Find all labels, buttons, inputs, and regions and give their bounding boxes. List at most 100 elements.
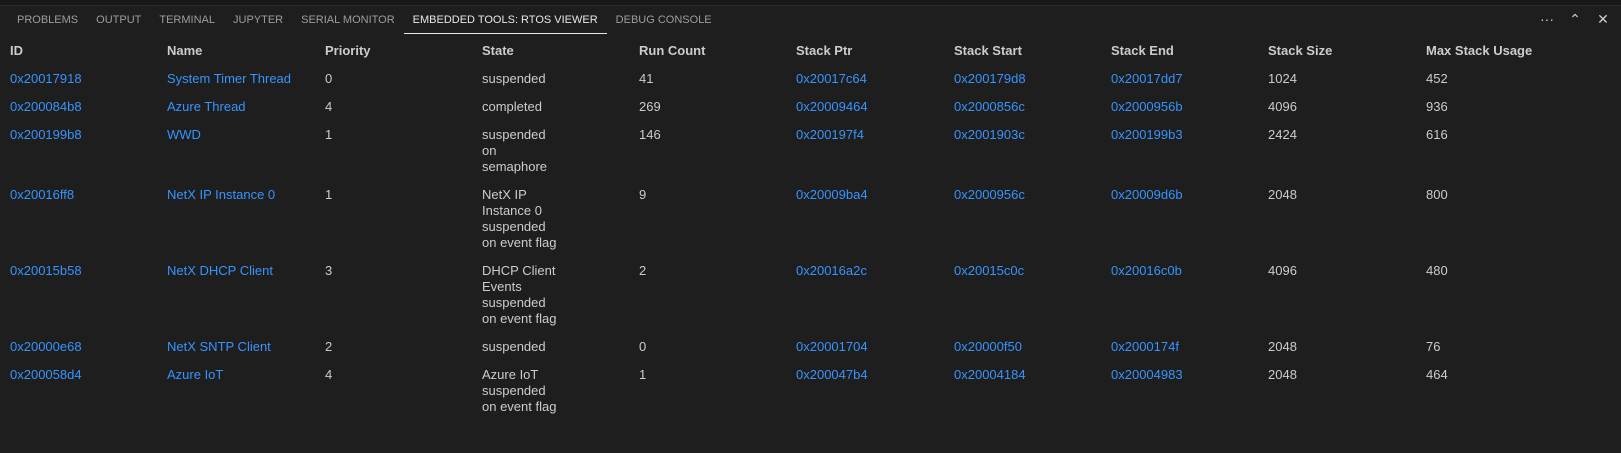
cell-run-count: 1 [639,367,647,382]
table-header: ID Name Priority State Run Count Stack Ptr Sta… [0,38,1596,65]
rtos-thread-table: ID Name Priority State Run Count Stack Ptr Sta… [0,38,1596,421]
cell-run-count: 146 [639,127,661,142]
cell-stack-size: 4096 [1268,99,1297,114]
cell-max-stack-usage: 480 [1426,263,1448,278]
cell-name[interactable]: NetX IP Instance 0 [167,187,276,202]
cell-state: completed [482,99,542,114]
cell-id[interactable]: 0x20016ff8 [10,187,75,202]
top-strip [0,0,1621,6]
column-header-priority[interactable]: Priority [325,43,371,58]
cell-state: DHCP Client Events suspended on event fl… [482,263,557,326]
cell-name[interactable]: Azure Thread [167,99,246,114]
cell-stack-end[interactable]: 0x2000174f [1111,339,1179,354]
tab-jupyter[interactable]: JUPYTER [233,14,284,26]
cell-id[interactable]: 0x20017918 [10,71,82,86]
cell-priority: 4 [325,367,333,382]
cell-id[interactable]: 0x20000e68 [10,339,82,354]
cell-stack-end[interactable]: 0x20009d6b [1111,187,1183,202]
cell-stack-start[interactable]: 0x200179d8 [954,71,1026,86]
cell-stack-end[interactable]: 0x200199b3 [1111,127,1183,142]
cell-id[interactable]: 0x200199b8 [10,127,82,142]
table-row: 0x20017918 System Timer Thread 0 suspended 4… [0,65,1596,93]
column-header-stack-end[interactable]: Stack End [1111,43,1174,58]
cell-stack-size: 2048 [1268,339,1297,354]
cell-stack-start[interactable]: 0x20004184 [954,367,1026,382]
column-header-stack-ptr[interactable]: Stack Ptr [796,43,853,58]
cell-stack-start[interactable]: 0x2001903c [954,127,1025,142]
cell-state: suspended on semaphore [482,127,548,174]
cell-stack-size: 2048 [1268,187,1297,202]
column-header-stack-size[interactable]: Stack Size [1268,43,1333,58]
cell-priority: 3 [325,263,333,278]
column-header-max-stack-usage[interactable]: Max Stack Usage [1426,43,1533,58]
cell-id[interactable]: 0x200084b8 [10,99,82,114]
cell-name[interactable]: NetX DHCP Client [167,263,273,278]
close-panel-icon[interactable]: ✕ [1597,11,1609,27]
cell-priority: 1 [325,127,333,142]
table-row: 0x200084b8 Azure Thread 4 completed 269 0x200… [0,93,1596,121]
cell-run-count: 269 [639,99,661,114]
table-row: 0x200058d4 Azure IoT 4 Azure IoT suspended … [0,361,1596,421]
column-header-state[interactable]: State [482,43,514,58]
cell-name[interactable]: NetX SNTP Client [167,339,271,354]
cell-stack-size: 1024 [1268,71,1297,86]
cell-stack-start[interactable]: 0x20000f50 [954,339,1022,354]
tab-problems[interactable]: PROBLEMS [17,14,79,26]
cell-stack-ptr[interactable]: 0x20001704 [796,339,868,354]
cell-stack-ptr[interactable]: 0x20009ba4 [796,187,868,202]
cell-priority: 0 [325,71,333,86]
cell-stack-ptr[interactable]: 0x20016a2c [796,263,867,278]
cell-stack-ptr[interactable]: 0x20017c64 [796,71,867,86]
cell-stack-size: 4096 [1268,263,1297,278]
column-header-run-count[interactable]: Run Count [639,43,706,58]
cell-max-stack-usage: 936 [1426,99,1448,114]
tab-terminal[interactable]: TERMINAL [159,14,215,26]
cell-priority: 1 [325,187,333,202]
cell-stack-ptr[interactable]: 0x200047b4 [796,367,868,382]
cell-priority: 4 [325,99,333,114]
panel-tabs: PROBLEMS OUTPUT TERMINAL JUPYTER SERIAL MONI… [0,7,721,34]
column-header-name[interactable]: Name [167,43,203,58]
cell-id[interactable]: 0x20015b58 [10,263,82,278]
column-header-stack-start[interactable]: Stack Start [954,43,1022,58]
tab-serial-monitor[interactable]: SERIAL MONITOR [301,14,395,26]
cell-stack-size: 2424 [1268,127,1297,142]
cell-run-count: 41 [639,71,654,86]
cell-stack-ptr[interactable]: 0x20009464 [796,99,868,114]
cell-name[interactable]: WWD [167,127,201,142]
cell-stack-start[interactable]: 0x2000956c [954,187,1025,202]
table-row: 0x20016ff8 NetX IP Instance 0 1 NetX IP Ins… [0,181,1596,257]
cell-max-stack-usage: 800 [1426,187,1448,202]
cell-run-count: 2 [639,263,647,278]
maximize-panel-icon[interactable]: ⌃ [1569,11,1581,27]
cell-stack-end[interactable]: 0x20017dd7 [1111,71,1183,86]
cell-run-count: 9 [639,187,647,202]
cell-max-stack-usage: 452 [1426,71,1448,86]
cell-stack-end[interactable]: 0x20016c0b [1111,263,1182,278]
cell-stack-end[interactable]: 0x2000956b [1111,99,1183,114]
cell-stack-end[interactable]: 0x20004983 [1111,367,1183,382]
cell-name[interactable]: System Timer Thread [167,71,292,86]
panel-actions: ··· ⌃ ✕ [1539,9,1611,29]
tab-output[interactable]: OUTPUT [96,14,142,26]
cell-state: Azure IoT suspended on event flag [482,367,557,414]
cell-state: suspended [482,71,546,86]
cell-stack-start[interactable]: 0x20015c0c [954,263,1025,278]
cell-run-count: 0 [639,339,647,354]
cell-max-stack-usage: 616 [1426,127,1448,142]
more-actions-icon[interactable]: ··· [1540,11,1554,27]
cell-stack-size: 2048 [1268,367,1297,382]
tab-embedded-tools-rtos-viewer[interactable]: EMBEDDED TOOLS: RTOS VIEWER [403,7,607,34]
cell-priority: 2 [325,339,333,354]
cell-max-stack-usage: 464 [1426,367,1448,382]
table-row: 0x20000e68 NetX SNTP Client 2 suspended 0 0x2… [0,333,1596,361]
column-header-id[interactable]: ID [10,43,23,58]
cell-state: suspended [482,339,546,354]
cell-id[interactable]: 0x200058d4 [10,367,82,382]
cell-stack-ptr[interactable]: 0x200197f4 [796,127,864,142]
cell-name[interactable]: Azure IoT [167,367,224,382]
table-row: 0x20015b58 NetX DHCP Client 3 DHCP Client E… [0,257,1596,333]
cell-stack-start[interactable]: 0x2000856c [954,99,1025,114]
cell-state: NetX IP Instance 0 suspended on event fl… [482,187,557,250]
tab-debug-console[interactable]: DEBUG CONSOLE [615,14,712,26]
